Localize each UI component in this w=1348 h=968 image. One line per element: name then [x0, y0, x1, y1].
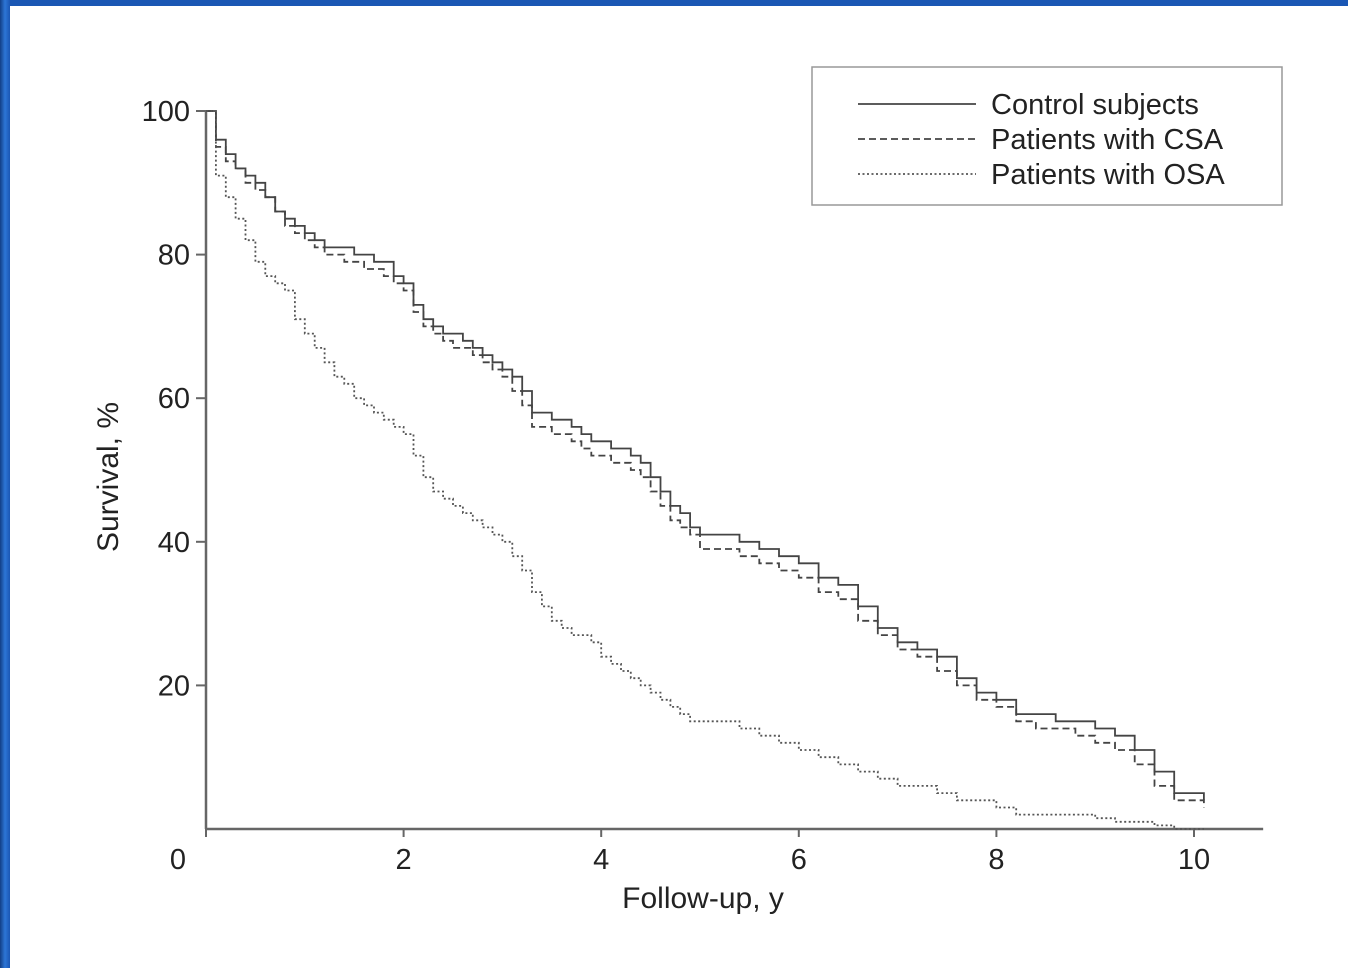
- series-line-1: [206, 110, 1205, 801]
- y-tick-label: 100: [142, 96, 190, 128]
- series-line-3: [206, 110, 1204, 830]
- legend-label: Patients with CSA: [991, 124, 1224, 156]
- y-tick-label: 20: [158, 670, 190, 702]
- y-tick-label: 80: [158, 240, 190, 272]
- legend-label: Control subjects: [991, 89, 1199, 121]
- legend-box: [811, 66, 1283, 206]
- x-tick-label: 2: [396, 844, 412, 876]
- chart-axes: 20 40 60 80 100 0 2 4 6 8 10: [142, 96, 1264, 876]
- x-tick-label: 8: [988, 844, 1004, 876]
- y-axis-label: Survival, %: [92, 402, 125, 552]
- x-tick-label: 0: [170, 844, 186, 876]
- x-tick-label: 10: [1178, 844, 1210, 876]
- series-line-2: [206, 110, 1205, 808]
- x-tick-label: 6: [791, 844, 807, 876]
- slide-canvas: 20 40 60 80 100 0 2 4 6 8 10 Control subjects Patie…: [10, 6, 1348, 968]
- x-tick-label: 4: [593, 844, 609, 876]
- x-axis-label: Follow-up, y: [622, 882, 784, 915]
- legend-label: Patients with OSA: [991, 159, 1225, 191]
- y-tick-label: 60: [158, 383, 190, 415]
- series-layer: [206, 110, 1205, 830]
- y-tick-label: 40: [158, 527, 190, 559]
